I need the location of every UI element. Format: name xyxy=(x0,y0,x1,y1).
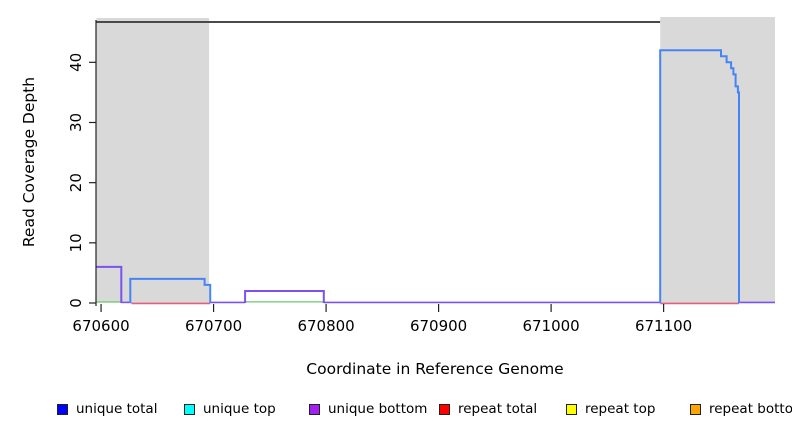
y-axis-title: Read Coverage Depth xyxy=(20,77,38,247)
legend-swatch-icon xyxy=(439,403,450,415)
repeat-shade-region xyxy=(660,17,775,303)
y-tick-label: 0 xyxy=(67,298,85,308)
legend-item-unique-top: unique top xyxy=(184,399,276,419)
legend-item-repeat-total: repeat total xyxy=(439,399,537,419)
coverage-step-unique-total xyxy=(129,277,212,303)
legend-swatch-icon xyxy=(690,403,701,415)
legend-item-repeat-bottom: repeat bottom xyxy=(690,399,792,419)
y-tick-label: 20 xyxy=(67,173,85,192)
x-tick-label: 670900 xyxy=(410,317,467,335)
legend-swatch-icon xyxy=(57,403,68,415)
legend-label: unique top xyxy=(203,401,276,417)
y-tick-label: 10 xyxy=(67,233,85,252)
shade-layer xyxy=(96,18,210,303)
legend-label: unique bottom xyxy=(328,401,428,417)
legend-item-repeat-top: repeat top xyxy=(566,399,655,419)
x-axis-title: Coordinate in Reference Genome xyxy=(306,360,563,378)
x-tick-label: 670700 xyxy=(185,317,242,335)
chart-svg: 0 10 20 30 40 670600 670700 670800 670900 671000… xyxy=(20,17,775,378)
legend-label: repeat bottom xyxy=(709,401,792,417)
coverage-step-unique-bottom xyxy=(244,290,325,303)
coverage-step-unique-total xyxy=(659,49,740,303)
step-series xyxy=(96,49,740,303)
x-tick-label: 670600 xyxy=(72,317,129,335)
x-axis: 670600 670700 670800 670900 671000 671100 xyxy=(72,304,692,335)
y-tick-label: 30 xyxy=(67,113,85,132)
x-tick-label: 670800 xyxy=(297,317,354,335)
repeat-shade-region xyxy=(96,18,210,303)
legend-swatch-icon xyxy=(309,403,320,415)
legend: unique total unique top unique bottom repea… xyxy=(0,399,792,421)
legend-swatch-icon xyxy=(566,403,577,415)
legend-swatch-icon xyxy=(184,403,195,415)
y-tick-label: 40 xyxy=(67,53,85,72)
y-axis: 0 10 20 30 40 xyxy=(67,20,97,308)
legend-label: repeat top xyxy=(585,401,656,417)
baseline-series xyxy=(96,300,775,305)
legend-label: repeat total xyxy=(458,401,538,417)
x-tick-label: 671000 xyxy=(522,317,579,335)
shade-layer-right xyxy=(660,17,775,303)
legend-item-unique-bottom: unique bottom xyxy=(309,399,427,419)
x-tick-label: 671100 xyxy=(635,317,692,335)
coverage-step-unique-bottom xyxy=(96,265,123,303)
legend-item-unique-total: unique total xyxy=(57,399,157,419)
legend-label: unique total xyxy=(76,401,158,417)
